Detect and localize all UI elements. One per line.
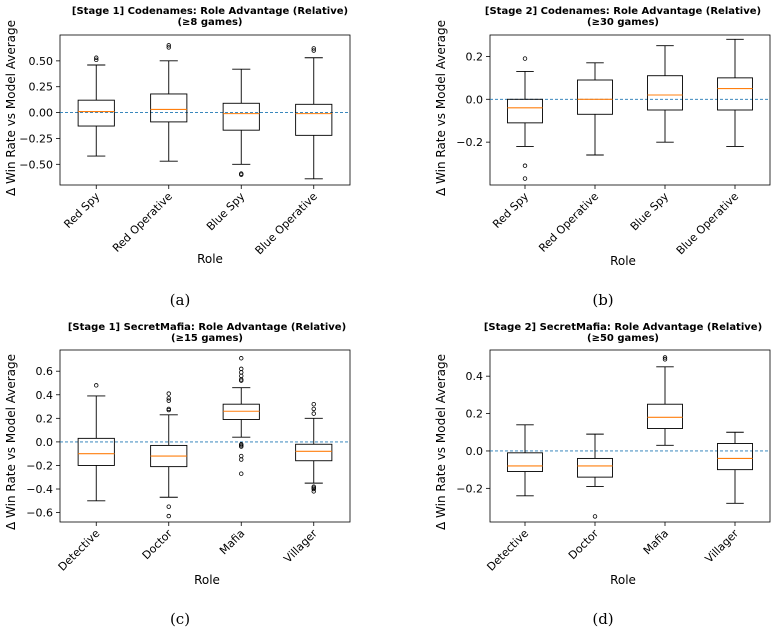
y-tick-label: −0.2 — [26, 459, 53, 472]
box-iqr — [647, 75, 683, 111]
outlier-point — [311, 489, 316, 494]
box-iqr — [222, 102, 260, 131]
y-tick-label: 0.00 — [29, 107, 54, 120]
y-tick-label: −0.6 — [26, 507, 53, 520]
chart-title: [Stage 1] SecretMafia: Role Advantage (R… — [68, 322, 346, 333]
outlier-point — [94, 57, 99, 63]
y-tick-label: 0.50 — [29, 55, 54, 68]
outlier-point — [662, 355, 668, 360]
y-tick-label: 0.2 — [36, 412, 54, 425]
outlier-point — [662, 357, 668, 362]
outlier-point — [94, 383, 99, 388]
box-iqr — [717, 443, 753, 471]
outlier-point — [239, 457, 244, 462]
axes-frame — [489, 349, 771, 523]
box-iqr — [295, 443, 333, 462]
y-tick-label: 0.25 — [29, 81, 54, 94]
outlier-point — [311, 486, 316, 492]
outlier-point — [311, 48, 316, 53]
outlier-point — [239, 172, 244, 177]
outlier-point — [166, 513, 171, 519]
outlier-point — [166, 396, 171, 401]
outlier-point — [166, 504, 171, 509]
y-tick-label: −0.25 — [19, 132, 53, 145]
y-tick-label: −0.2 — [456, 136, 483, 149]
box-iqr — [577, 79, 613, 115]
outlier-point — [522, 163, 528, 168]
outlier-point — [522, 56, 528, 61]
outlier-point — [311, 411, 316, 416]
outlier-point — [239, 471, 244, 476]
chart-subtitle: (≥15 games) — [171, 333, 243, 344]
panel-caption: (a) — [170, 291, 191, 309]
box-iqr — [647, 403, 683, 429]
y-axis-label: Δ Win Rate vs Model Average — [434, 354, 448, 530]
axes-frame — [489, 34, 771, 186]
outlier-point — [166, 391, 171, 396]
outlier-point — [592, 514, 598, 519]
outlier-point — [166, 43, 171, 48]
y-axis-label: Δ Win Rate vs Model Average — [4, 354, 18, 530]
outlier-point — [239, 444, 244, 449]
box-iqr — [77, 99, 115, 127]
chart-subtitle: (≥50 games) — [587, 333, 659, 344]
y-tick-label: 0.4 — [36, 389, 54, 402]
outlier-point — [311, 406, 316, 412]
x-axis-label: Role — [194, 573, 220, 587]
chart-subtitle: (≥30 games) — [587, 17, 659, 28]
x-axis-label: Role — [197, 252, 223, 266]
panel-caption: (d) — [592, 610, 613, 628]
outlier-point — [166, 398, 171, 403]
outlier-point — [94, 55, 99, 60]
box-iqr — [507, 98, 543, 124]
chart-title: [Stage 1] Codenames: Role Advantage (Rel… — [72, 6, 348, 17]
outlier-point — [239, 366, 244, 372]
x-axis-label: Role — [610, 254, 636, 268]
y-axis-label: Δ Win Rate vs Model Average — [4, 20, 18, 196]
box-iqr — [717, 77, 753, 111]
y-tick-label: −0.2 — [456, 482, 483, 495]
y-tick-label: 0.0 — [36, 436, 54, 449]
y-tick-label: 0.2 — [466, 408, 484, 421]
box-iqr — [295, 103, 333, 136]
panel-caption: (c) — [170, 610, 190, 628]
box-iqr — [577, 457, 613, 478]
box-iqr — [222, 403, 260, 420]
y-tick-label: 0.4 — [466, 370, 484, 383]
outlier-point — [311, 401, 316, 407]
y-tick-label: 0.2 — [466, 50, 484, 63]
outlier-point — [311, 46, 316, 51]
panel-caption: (b) — [592, 291, 613, 309]
y-tick-label: −0.4 — [26, 483, 53, 496]
y-tick-label: −0.50 — [19, 158, 53, 171]
y-tick-label: 0.0 — [466, 93, 484, 106]
outlier-point — [522, 176, 528, 181]
y-tick-label: 0.6 — [36, 365, 54, 378]
chart-subtitle: (≥8 games) — [177, 17, 242, 28]
y-axis-label: Δ Win Rate vs Model Average — [434, 20, 448, 196]
box-iqr — [507, 452, 543, 472]
y-tick-label: 0.0 — [466, 445, 484, 458]
axes-frame — [59, 349, 351, 523]
box-iqr — [150, 93, 188, 123]
chart-title: [Stage 2] Codenames: Role Advantage (Rel… — [485, 6, 761, 17]
box-iqr — [77, 437, 115, 466]
outlier-point — [239, 356, 244, 361]
chart-title: [Stage 2] SecretMafia: Role Advantage (R… — [484, 322, 762, 333]
outlier-point — [166, 45, 171, 50]
x-axis-label: Role — [610, 573, 636, 587]
axes-frame — [59, 34, 351, 186]
outlier-point — [166, 406, 171, 412]
